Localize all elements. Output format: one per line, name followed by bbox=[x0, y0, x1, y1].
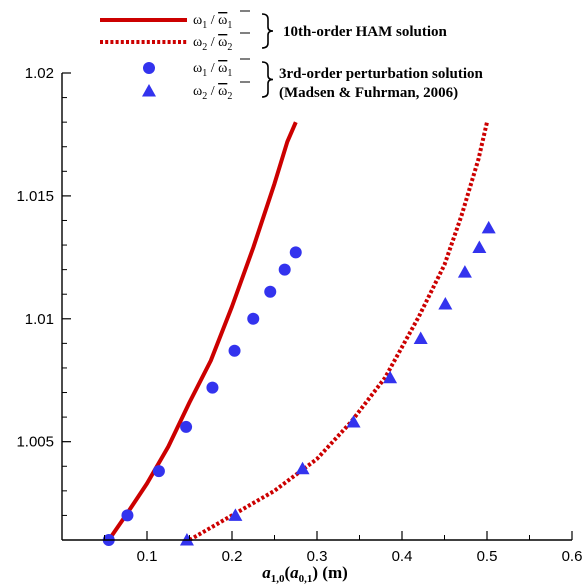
axes: 0.1 0.2 0.3 0.4 0.5 0.6 1.005 1.01 1.015 1.02 bbox=[16, 65, 582, 565]
series-3-point bbox=[121, 509, 134, 522]
legend-group-label: 3rd-order perturbation solution bbox=[279, 66, 484, 82]
series-4-point bbox=[438, 297, 453, 310]
series-3-point bbox=[206, 381, 219, 394]
legend: ω1 / ω1 ω2 / ω2 ω1 / ω1 ω2 / ω2 10th-order H… bbox=[100, 10, 484, 102]
y-tick-label: 1.005 bbox=[16, 434, 54, 451]
series-4-point bbox=[179, 533, 194, 546]
legend-entry-label: ω2 / ω2 bbox=[193, 35, 232, 53]
series-3-point bbox=[152, 465, 165, 478]
series-4-point bbox=[228, 508, 243, 521]
x-tick-label: 0.2 bbox=[222, 548, 243, 565]
series-3-point bbox=[264, 285, 277, 298]
series-4-point bbox=[457, 265, 472, 278]
series-4-point bbox=[346, 415, 361, 428]
series-4-point bbox=[481, 220, 496, 234]
legend-group-label: (Madsen & Fuhrman, 2006) bbox=[279, 85, 458, 101]
legend-brace bbox=[261, 13, 274, 49]
y-tick-label: 1.02 bbox=[25, 65, 54, 82]
series-4-point bbox=[383, 370, 398, 384]
series-3-point bbox=[228, 344, 241, 357]
series-2-line bbox=[188, 121, 489, 542]
legend-swatch-triangle bbox=[142, 84, 156, 97]
series-3-point bbox=[247, 312, 260, 325]
x-axis-title: a1,0(a0,1) (m) bbox=[262, 563, 348, 585]
legend-group-label: 10th-order HAM solution bbox=[283, 24, 448, 40]
series-4-point bbox=[472, 240, 487, 254]
series-3-point bbox=[289, 246, 302, 259]
series-1-line bbox=[107, 121, 298, 542]
x-tick-label: 0.5 bbox=[477, 548, 498, 565]
legend-swatch-circle bbox=[143, 62, 155, 74]
plot-area bbox=[102, 121, 496, 546]
y-tick-label: 1.01 bbox=[25, 311, 54, 328]
series-3-point bbox=[180, 420, 193, 433]
x-tick-label: 0.1 bbox=[137, 548, 158, 565]
x-tick-label: 0.4 bbox=[392, 548, 413, 565]
legend-brace bbox=[261, 61, 274, 98]
legend-entry-label: ω1 / ω1 bbox=[193, 13, 232, 31]
legend-entry-label: ω1 / ω1 bbox=[193, 61, 232, 79]
series-3-point bbox=[278, 263, 291, 276]
legend-entry-label: ω2 / ω2 bbox=[193, 84, 232, 102]
series-4-point bbox=[295, 461, 310, 475]
y-tick-label: 1.015 bbox=[16, 188, 54, 205]
x-tick-label: 0.3 bbox=[307, 548, 328, 565]
series-4-point bbox=[413, 331, 428, 344]
x-tick-label: 0.6 bbox=[562, 548, 583, 565]
